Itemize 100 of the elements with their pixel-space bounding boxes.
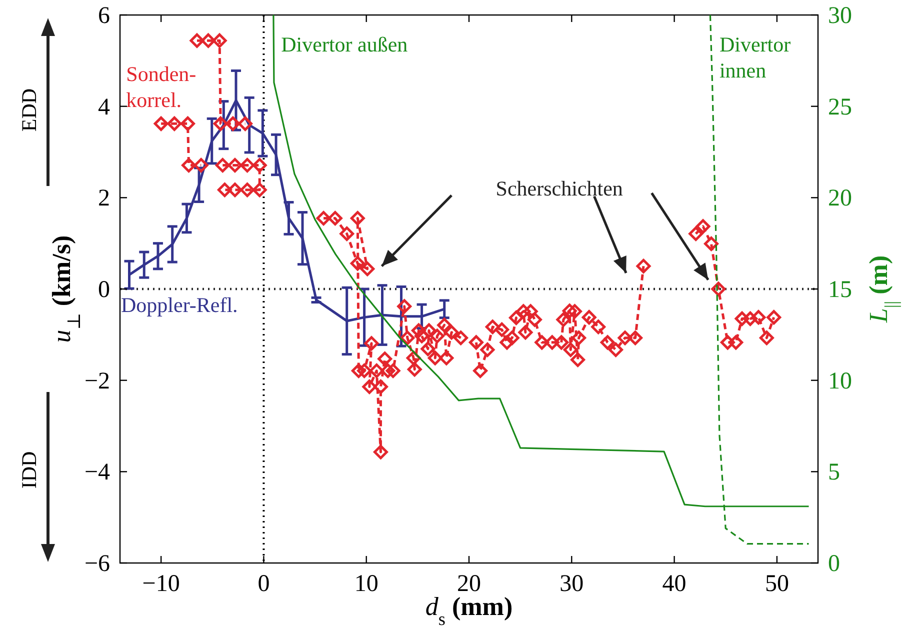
point	[194, 158, 208, 172]
point	[386, 363, 400, 378]
point	[508, 310, 524, 326]
point	[527, 312, 542, 327]
point	[238, 116, 252, 131]
point	[240, 182, 255, 198]
point	[473, 363, 488, 378]
y2-tick-label: 5	[828, 460, 840, 486]
y-tick-label: −6	[84, 551, 110, 577]
point	[357, 363, 372, 378]
series-label: Sonden- korrel.	[126, 62, 196, 112]
point	[154, 116, 168, 131]
x-tick-label: 40	[662, 571, 686, 597]
x-tick-label: −10	[142, 571, 180, 597]
y2-tick-label: 25	[828, 94, 852, 120]
point	[360, 262, 375, 276]
point	[504, 330, 520, 346]
point	[704, 236, 718, 252]
point	[407, 362, 422, 377]
point	[608, 342, 624, 357]
point	[636, 258, 651, 274]
point	[688, 226, 704, 241]
x-tick-label: 30	[560, 571, 584, 597]
point	[628, 330, 643, 346]
point	[720, 335, 735, 350]
point	[728, 335, 744, 350]
point	[439, 350, 454, 366]
point	[444, 325, 459, 340]
point	[226, 116, 240, 131]
point	[591, 320, 606, 334]
y-tick-label: −2	[84, 368, 110, 394]
y2-tick-label: 0	[828, 551, 840, 577]
point	[328, 210, 342, 226]
point	[215, 158, 230, 172]
point	[480, 342, 495, 357]
point	[369, 363, 384, 378]
point	[252, 182, 267, 198]
point	[711, 282, 726, 296]
point	[428, 350, 442, 366]
x-tick-label: 0	[258, 571, 270, 597]
point	[534, 335, 550, 350]
point	[422, 323, 436, 338]
y-tick-label: −4	[84, 460, 110, 486]
point	[516, 304, 531, 319]
point	[217, 182, 232, 198]
point	[572, 330, 586, 346]
point	[618, 330, 632, 346]
point	[180, 116, 195, 131]
series-label: Divertor außen	[281, 32, 408, 57]
point	[190, 33, 204, 48]
point	[350, 256, 365, 271]
point	[518, 325, 533, 340]
point	[201, 33, 216, 48]
point	[556, 312, 571, 327]
point	[494, 322, 510, 337]
text: IDD	[17, 451, 41, 489]
point	[362, 379, 377, 394]
point	[378, 352, 392, 366]
point	[340, 226, 354, 241]
point	[734, 311, 750, 326]
point	[213, 116, 228, 131]
point	[380, 363, 396, 378]
point	[454, 330, 468, 346]
point	[167, 116, 182, 131]
y-tick-label: 2	[98, 186, 110, 212]
x-tick-label: 50	[764, 571, 789, 597]
series-label: Divertor innen	[719, 32, 791, 83]
annotation: Scherschichten	[496, 176, 624, 200]
y2-tick-label: 30	[828, 3, 852, 29]
y2-tick-label: 20	[828, 186, 852, 212]
point	[485, 320, 500, 334]
point	[350, 210, 365, 226]
point	[252, 158, 267, 172]
point	[468, 335, 484, 350]
text: EDD	[17, 88, 41, 132]
point	[570, 352, 586, 368]
point	[411, 323, 426, 338]
y-tick-label: 0	[98, 277, 110, 303]
point	[437, 318, 452, 332]
y2-tick-label: 10	[828, 368, 852, 394]
point	[212, 33, 227, 48]
y2-tick-label: 15	[828, 277, 852, 303]
point	[562, 304, 577, 318]
series-label: Doppler-Refl.	[121, 292, 238, 317]
point	[228, 158, 242, 172]
y-tick-label: 6	[98, 3, 110, 29]
point	[364, 336, 379, 351]
point	[351, 363, 366, 378]
point	[397, 299, 412, 314]
y-tick-label: 4	[98, 94, 110, 120]
point	[316, 210, 331, 226]
point	[182, 158, 196, 172]
point	[228, 182, 242, 198]
x-tick-label: 10	[354, 571, 378, 597]
point	[766, 310, 782, 325]
point	[600, 335, 615, 350]
point	[743, 311, 758, 326]
point	[751, 310, 766, 325]
point	[563, 342, 578, 357]
point	[582, 310, 596, 325]
